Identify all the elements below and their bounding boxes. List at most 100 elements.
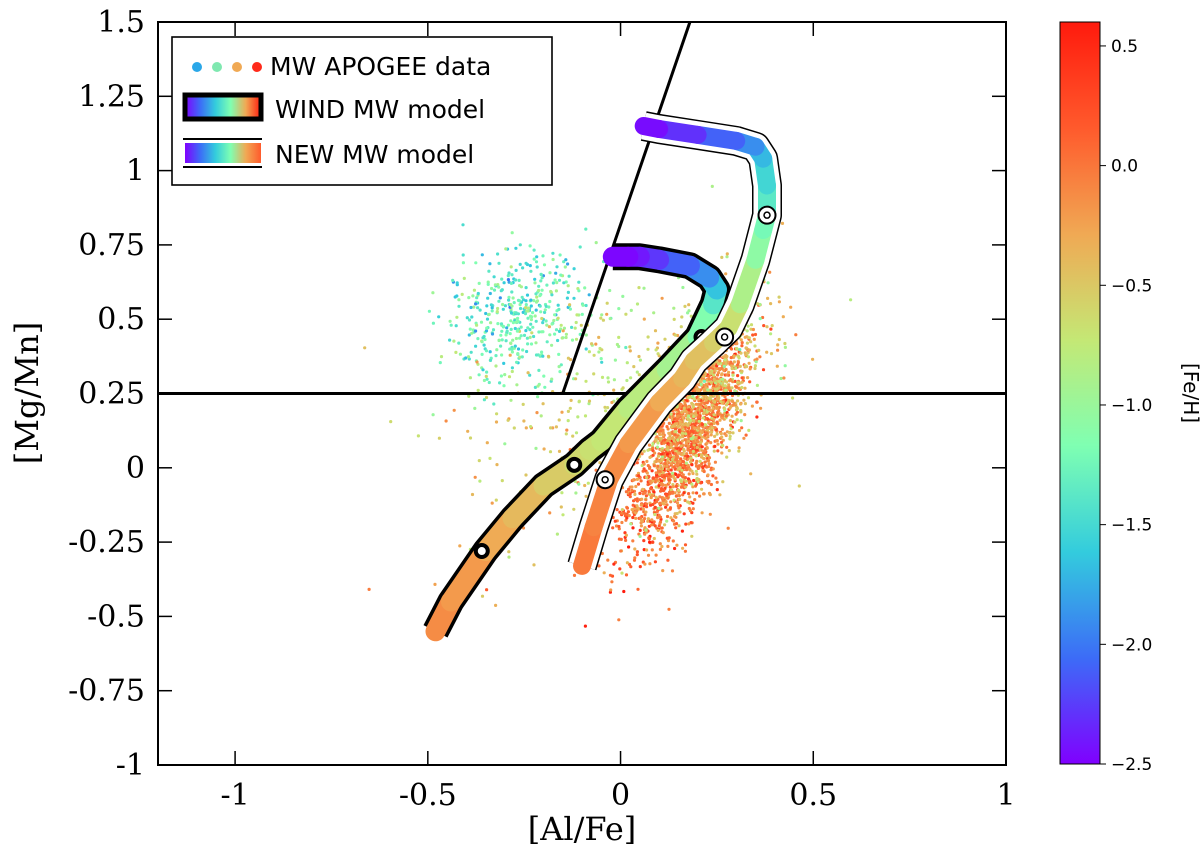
data-point (652, 464, 656, 468)
data-point (549, 426, 553, 430)
data-point (691, 394, 695, 399)
data-point (506, 278, 510, 282)
data-point (654, 485, 658, 489)
data-point (612, 378, 617, 382)
data-point (541, 402, 545, 406)
data-point (729, 423, 733, 427)
data-point (677, 494, 681, 498)
data-point (710, 426, 714, 430)
data-point (488, 358, 493, 362)
data-point (715, 439, 719, 443)
data-point (363, 346, 367, 350)
data-point (495, 412, 499, 416)
data-point (658, 501, 662, 506)
data-point (698, 432, 702, 437)
data-point (655, 445, 660, 449)
data-point (683, 304, 687, 308)
data-point (663, 523, 667, 527)
data-point (729, 427, 733, 431)
data-point (679, 444, 683, 448)
data-point (666, 496, 670, 500)
data-point (433, 582, 437, 587)
data-point (644, 502, 649, 506)
data-point (693, 498, 697, 502)
data-point (487, 380, 491, 385)
data-point (719, 400, 723, 404)
data-point (658, 472, 662, 476)
data-point (694, 482, 699, 486)
data-point (620, 571, 624, 575)
data-point (734, 412, 738, 416)
data-point (731, 431, 735, 435)
data-point (679, 485, 684, 489)
data-point (613, 358, 618, 362)
data-point (656, 464, 660, 468)
data-point (532, 334, 536, 339)
data-point (642, 317, 646, 321)
y-tick-label: 1.5 (97, 5, 145, 40)
data-point (735, 380, 740, 385)
data-point (742, 398, 746, 402)
data-point (437, 436, 441, 440)
data-point (712, 394, 716, 398)
data-point (507, 271, 511, 275)
data-point (746, 396, 751, 400)
data-point (694, 448, 698, 452)
data-point (534, 446, 538, 450)
data-point (485, 441, 489, 445)
data-point (634, 484, 638, 489)
data-point (455, 281, 459, 285)
data-point (525, 293, 530, 297)
data-point (665, 493, 669, 498)
data-point (508, 347, 512, 351)
data-point (653, 501, 657, 505)
data-point (562, 281, 566, 285)
data-point (474, 261, 478, 265)
data-point (672, 417, 676, 421)
data-point (740, 426, 744, 430)
data-point (461, 253, 465, 257)
data-point (701, 465, 705, 469)
data-point (739, 410, 743, 414)
data-point (608, 573, 613, 577)
data-point (633, 492, 637, 496)
data-point (530, 331, 534, 335)
data-point (646, 347, 650, 351)
data-point (718, 493, 722, 497)
data-point (666, 448, 670, 452)
data-point (655, 510, 659, 514)
data-point (683, 401, 687, 405)
data-point (431, 321, 435, 325)
data-point (712, 421, 716, 425)
data-point (490, 286, 494, 291)
data-point (651, 442, 655, 446)
data-point (635, 550, 640, 554)
data-point (667, 431, 671, 435)
data-point (482, 343, 486, 347)
data-point (689, 429, 693, 433)
data-point (660, 457, 664, 461)
data-point (661, 428, 665, 432)
data-point (608, 288, 612, 293)
data-point (655, 477, 659, 482)
data-point (700, 453, 704, 457)
data-point (729, 360, 733, 364)
data-point (670, 436, 674, 440)
data-point (686, 463, 690, 467)
data-point (560, 491, 564, 495)
data-point (521, 266, 525, 270)
data-point (648, 562, 652, 566)
data-point (502, 384, 506, 388)
data-point (476, 337, 480, 341)
data-point (534, 353, 539, 357)
data-point (743, 402, 748, 406)
data-point (529, 269, 533, 273)
data-point (466, 429, 470, 433)
data-point (675, 501, 680, 505)
data-point (568, 303, 572, 307)
data-point (630, 488, 634, 492)
data-point (704, 398, 708, 402)
data-point (700, 422, 705, 426)
data-point (709, 412, 713, 416)
data-point (509, 265, 513, 269)
